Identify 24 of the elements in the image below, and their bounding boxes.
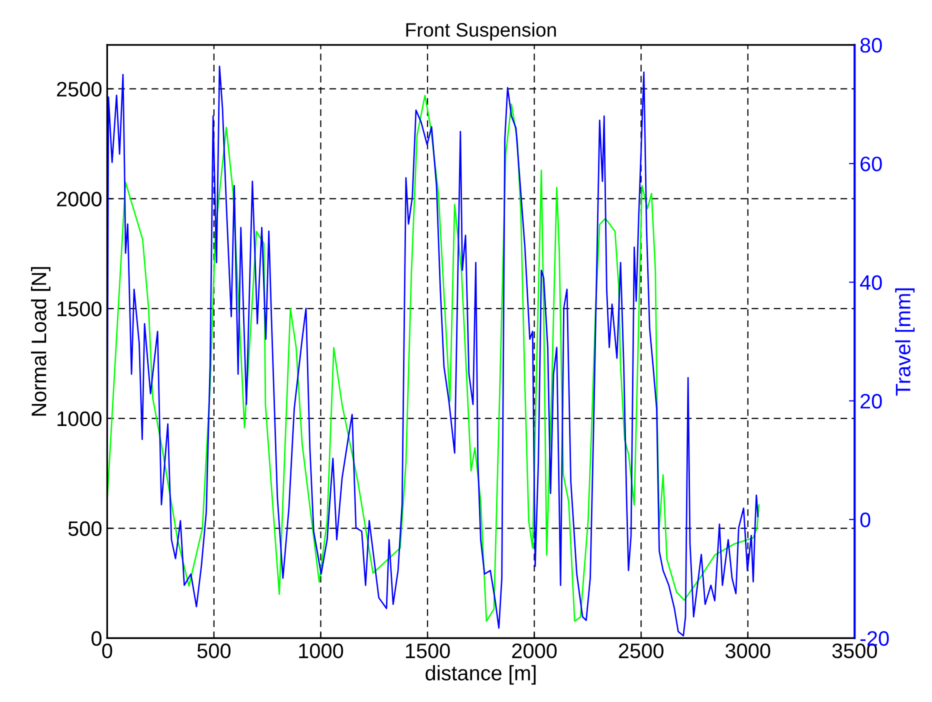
y2-tick-label: 40 bbox=[860, 275, 882, 290]
y-tick-label: 2500 bbox=[57, 82, 102, 97]
y2-tick-label: 0 bbox=[860, 512, 870, 528]
y-tick-label: 1500 bbox=[58, 302, 102, 316]
y2-axis-title: Travel [mm] bbox=[895, 288, 915, 396]
x-tick-label: 1000 bbox=[299, 644, 344, 658]
x-tick-label: 500 bbox=[197, 644, 231, 658]
chart-title: Front Suspension bbox=[406, 22, 556, 41]
y-tick-label: 1000 bbox=[58, 411, 102, 426]
y-axis-title: Normal Load [N] bbox=[31, 267, 50, 416]
y2-tick-label: -20 bbox=[860, 631, 889, 646]
x-tick-label: 2500 bbox=[618, 644, 664, 658]
y-tick-label: 500 bbox=[68, 521, 102, 536]
x-tick-label: 3500 bbox=[832, 644, 878, 658]
x-tick-label: 3000 bbox=[725, 644, 770, 658]
y2-tick-label: 60 bbox=[860, 156, 882, 172]
x-tick-label: 0 bbox=[102, 644, 112, 658]
x-tick-label: 2000 bbox=[512, 644, 557, 658]
y2-tick-label: 80 bbox=[860, 38, 882, 53]
x-axis-title: distance [m] bbox=[426, 665, 536, 685]
y-tick-label: 2000 bbox=[57, 192, 102, 206]
x-tick-label: 1500 bbox=[406, 644, 450, 658]
y2-tick-label: 20 bbox=[860, 394, 882, 409]
y-tick-label: 0 bbox=[92, 631, 102, 646]
